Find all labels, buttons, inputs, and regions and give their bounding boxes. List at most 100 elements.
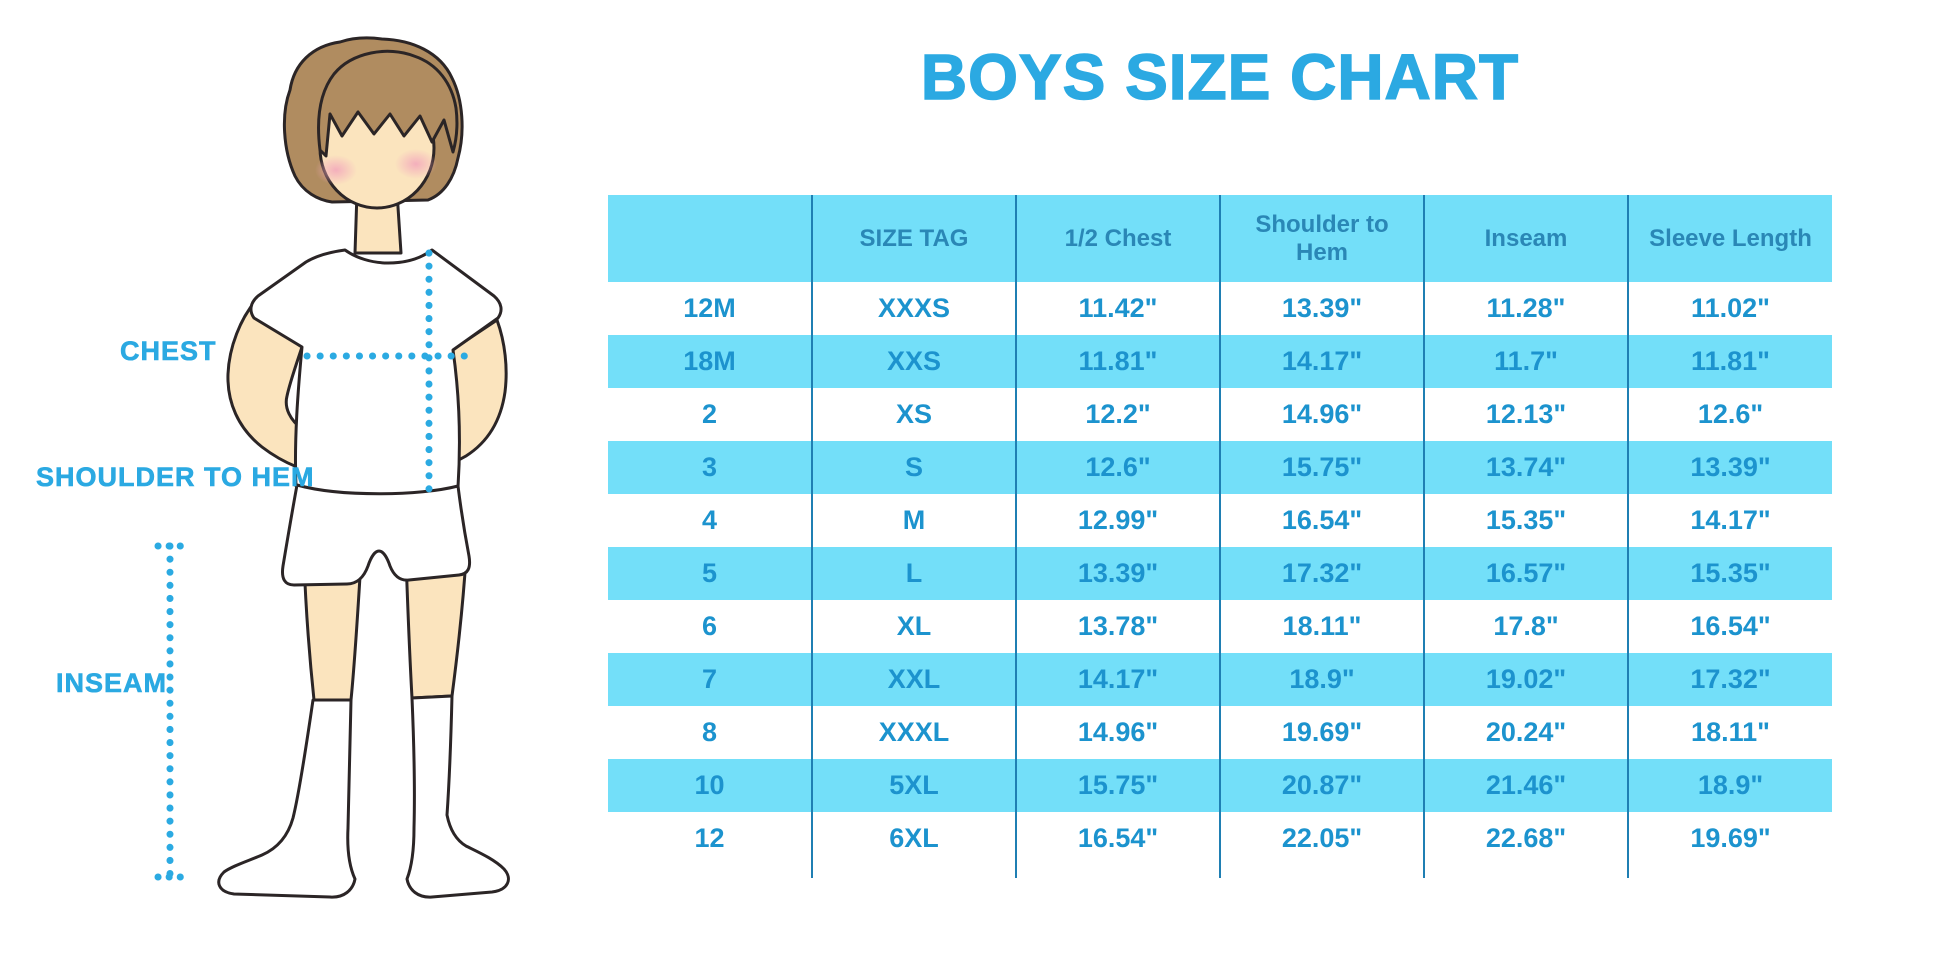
cell-sleeve-length: 12.6" [1697, 399, 1764, 429]
cell-inseam: 11.28" [1424, 282, 1629, 335]
cell-size: 3 [608, 441, 813, 494]
cell-shoulder-to-hem: 14.17" [1220, 335, 1425, 388]
cell-size: 10 [608, 759, 813, 812]
grid-line-extension-row [608, 865, 1832, 878]
cell-size-tag: 5XL [812, 759, 1017, 812]
cell-half-chest: 12.99" [1016, 494, 1221, 547]
cell-size: 2 [608, 388, 813, 441]
cell-size: 8 [608, 706, 813, 759]
shoulder-to-hem-label: SHOULDER TO HEM [36, 462, 315, 493]
cell-size: 7 [608, 653, 813, 706]
cell-half-chest: 11.81" [1016, 335, 1221, 388]
cell-size-tag: M [812, 494, 1017, 547]
cell-size: 5 [608, 547, 813, 600]
cell-inseam: 11.7" [1424, 335, 1629, 388]
cell-half-chest: 12.6" [1016, 441, 1221, 494]
cell-half-chest: 12.2" [1016, 388, 1221, 441]
header-inseam: Inseam [1424, 195, 1629, 282]
cell-size: 12M [608, 282, 813, 335]
cell-inseam: 17.8" [1424, 600, 1629, 653]
cell-size: 4 [608, 494, 813, 547]
cell-sleeve-length: 18.9" [1697, 770, 1764, 800]
boy-left-sock [217, 698, 357, 899]
size-table-header: SIZE TAG 1/2 Chest Shoulder to Hem Insea… [608, 195, 1832, 282]
cell-shoulder-to-hem: 18.9" [1220, 653, 1425, 706]
size-row-6: 6 XL 13.78" 18.11" 17.8" 16.54" [608, 600, 1832, 653]
cell-inseam: 22.68" [1424, 812, 1629, 865]
cell-size-tag: XXL [812, 653, 1017, 706]
inseam-label: INSEAM [56, 668, 168, 699]
cell-inseam: 20.24" [1424, 706, 1629, 759]
size-row-3: 3 S 12.6" 15.75" 13.74" 13.39" [608, 441, 1832, 494]
cell-sleeve-length: 19.69" [1690, 823, 1771, 853]
header-size [608, 195, 813, 282]
cell-size-tag: XXS [812, 335, 1017, 388]
cell-sleeve-length: 11.02" [1691, 293, 1770, 323]
boy-left-arm [226, 296, 305, 469]
cell-sleeve-length: 14.17" [1690, 505, 1771, 535]
size-row-4: 4 M 12.99" 16.54" 15.35" 14.17" [608, 494, 1832, 547]
size-row-10: 10 5XL 15.75" 20.87" 21.46" 18.9" [608, 759, 1832, 812]
boy-figure [217, 36, 510, 899]
boy-blush-right [395, 149, 437, 179]
cell-size: 6 [608, 600, 813, 653]
cell-inseam: 21.46" [1424, 759, 1629, 812]
cell-size-tag: XL [812, 600, 1017, 653]
cell-size-tag: XXXS [812, 282, 1017, 335]
header-size-tag: SIZE TAG [812, 195, 1017, 282]
cell-size-tag: S [812, 441, 1017, 494]
header-row: SIZE TAG 1/2 Chest Shoulder to Hem Insea… [608, 195, 1832, 282]
cell-inseam: 19.02" [1424, 653, 1629, 706]
cell-sleeve-length: 15.35" [1690, 558, 1771, 588]
size-row-8: 8 XXXL 14.96" 19.69" 20.24" 18.11" [608, 706, 1832, 759]
cell-shoulder-to-hem: 20.87" [1220, 759, 1425, 812]
header-sleeve-length: Sleeve Length [1649, 224, 1812, 252]
cell-sleeve-length: 13.39" [1690, 452, 1771, 482]
cell-shoulder-to-hem: 22.05" [1220, 812, 1425, 865]
cell-half-chest: 15.75" [1016, 759, 1221, 812]
cell-shoulder-to-hem: 14.96" [1220, 388, 1425, 441]
boy-blush-left [315, 155, 357, 185]
cell-sleeve-length: 16.54" [1690, 611, 1771, 641]
cell-shoulder-to-hem: 17.32" [1220, 547, 1425, 600]
cell-inseam: 15.35" [1424, 494, 1629, 547]
size-row-5: 5 L 13.39" 17.32" 16.57" 15.35" [608, 547, 1832, 600]
size-table: SIZE TAG 1/2 Chest Shoulder to Hem Insea… [608, 195, 1832, 878]
cell-half-chest: 11.42" [1016, 282, 1221, 335]
cell-inseam: 13.74" [1424, 441, 1629, 494]
cell-half-chest: 13.78" [1016, 600, 1221, 653]
boy-measurement-illustration [154, 36, 510, 899]
size-row-18m: 18M XXS 11.81" 14.17" 11.7" 11.81" [608, 335, 1832, 388]
size-row-12m: 12M XXXS 11.42" 13.39" 11.28" 11.02" [608, 282, 1832, 335]
cell-shoulder-to-hem: 13.39" [1220, 282, 1425, 335]
cell-size-tag: 6XL [812, 812, 1017, 865]
cell-sleeve-length: 18.11" [1691, 717, 1770, 747]
cell-half-chest: 16.54" [1016, 812, 1221, 865]
cell-size-tag: XXXL [812, 706, 1017, 759]
header-shoulder-to-hem: Shoulder to Hem [1220, 195, 1425, 282]
chest-label: CHEST [120, 336, 217, 367]
cell-shoulder-to-hem: 18.11" [1220, 600, 1425, 653]
header-half-chest: 1/2 Chest [1016, 195, 1221, 282]
boy-shorts [281, 483, 472, 587]
size-row-12: 12 6XL 16.54" 22.05" 22.68" 19.69" [608, 812, 1832, 865]
cell-size: 18M [608, 335, 813, 388]
cell-size: 12 [608, 812, 813, 865]
size-row-2: 2 XS 12.2" 14.96" 12.13" 12.6" [608, 388, 1832, 441]
cell-size-tag: L [812, 547, 1017, 600]
cell-inseam: 16.57" [1424, 547, 1629, 600]
page-title: BOYS SIZE CHART [920, 40, 1520, 114]
measurement-lines [154, 249, 469, 881]
cell-shoulder-to-hem: 15.75" [1220, 441, 1425, 494]
cell-half-chest: 14.96" [1016, 706, 1221, 759]
cell-half-chest: 14.17" [1016, 653, 1221, 706]
cell-half-chest: 13.39" [1016, 547, 1221, 600]
cell-sleeve-length: 17.32" [1690, 664, 1771, 694]
size-row-7: 7 XXL 14.17" 18.9" 19.02" 17.32" [608, 653, 1832, 706]
cell-size-tag: XS [812, 388, 1017, 441]
cell-sleeve-length: 11.81" [1691, 346, 1770, 376]
cell-inseam: 12.13" [1424, 388, 1629, 441]
boy-right-sock [405, 694, 510, 899]
cell-shoulder-to-hem: 16.54" [1220, 494, 1425, 547]
